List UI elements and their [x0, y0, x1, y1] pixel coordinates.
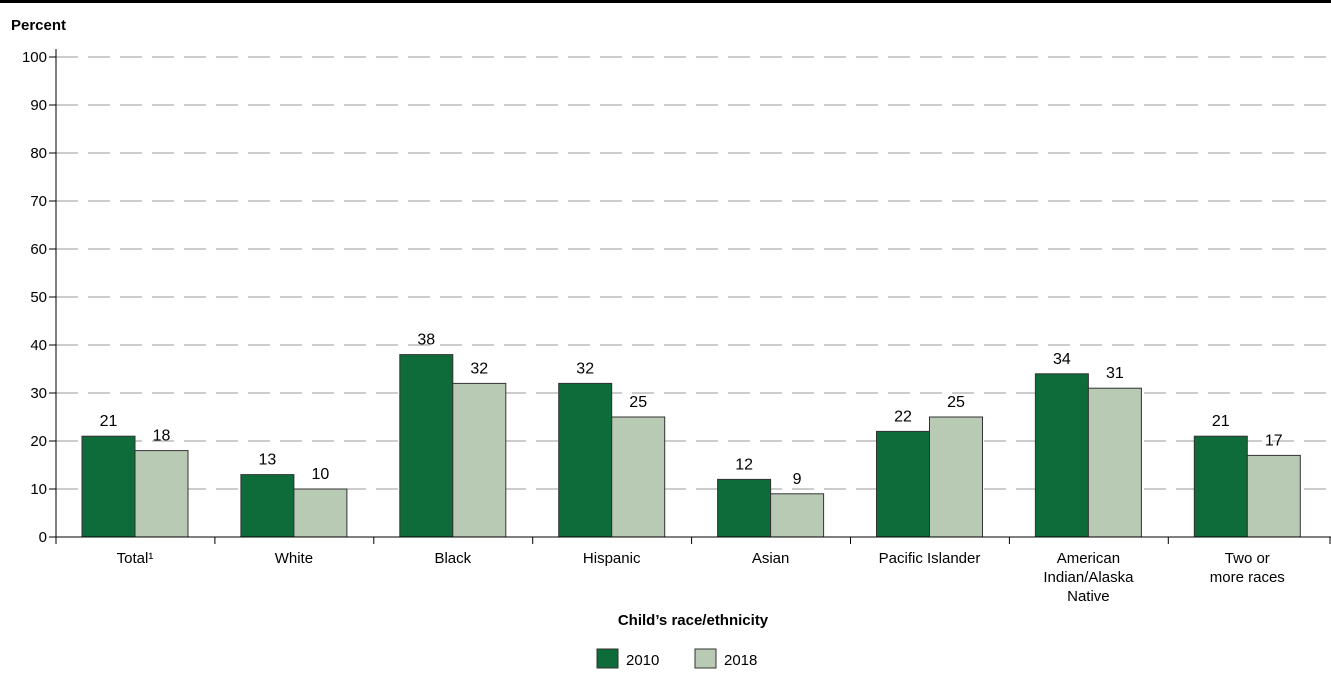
- bar-2010: [399, 354, 454, 538]
- bar-2018: [134, 450, 189, 538]
- y-tick-label: 70: [30, 193, 47, 210]
- x-axis-title: Child’s race/ethnicity: [618, 612, 769, 629]
- x-tick-label: Asian: [752, 550, 790, 567]
- data-label: 34: [1053, 351, 1071, 368]
- y-tick-label: 40: [30, 337, 47, 354]
- x-tick-label: Black: [434, 550, 471, 567]
- legend-swatch-2018: [694, 648, 717, 669]
- y-tick-label: 100: [22, 49, 47, 66]
- data-labels: 21 18 13 10 38 32 32 25 12 9 22 25 34 31 21 17: [100, 332, 1283, 488]
- y-tick-label: 50: [30, 289, 47, 306]
- x-tick-label: American: [1057, 550, 1120, 567]
- bar-2018: [770, 493, 825, 538]
- y-tick-label: 80: [30, 145, 47, 162]
- y-tick-label: 30: [30, 385, 47, 402]
- data-label: 12: [735, 456, 753, 473]
- y-axis-ticks: 0 10 20 30 40 50 60 70 80 90 100: [22, 49, 57, 546]
- bar-2018: [929, 416, 983, 538]
- legend-label: 2018: [724, 652, 757, 669]
- data-label: 32: [470, 360, 488, 377]
- y-tick-label: 90: [30, 97, 47, 114]
- data-label: 13: [259, 452, 277, 469]
- data-label: 22: [894, 408, 912, 425]
- bar-2018: [611, 416, 666, 538]
- x-tick-label: more races: [1210, 569, 1285, 586]
- bar-2010: [240, 474, 295, 538]
- bar-2018: [1087, 387, 1142, 538]
- y-axis-title: Percent: [11, 17, 66, 34]
- bar-2018: [293, 488, 348, 538]
- y-tick-label: 20: [30, 433, 47, 450]
- bar-2010: [876, 430, 930, 538]
- y-tick-label: 60: [30, 241, 47, 258]
- x-tick-label: Total¹: [117, 550, 154, 567]
- bar-2010: [1193, 435, 1248, 538]
- bar-2010: [558, 382, 613, 538]
- y-tick-label: 10: [30, 481, 47, 498]
- bar-2010: [1034, 373, 1089, 538]
- bar-2018: [452, 382, 507, 538]
- x-tick-label: Two or: [1225, 550, 1270, 567]
- bar-2010: [81, 435, 136, 538]
- legend-swatch-2010: [596, 648, 619, 669]
- data-label: 38: [417, 332, 435, 349]
- bar-2010: [717, 478, 772, 538]
- data-label: 17: [1265, 432, 1283, 449]
- x-axis: Total¹ White Black Hispanic Asian Pacific Isl…: [55, 536, 1331, 605]
- data-label: 25: [947, 394, 965, 411]
- data-label: 21: [100, 413, 118, 430]
- bars: [81, 354, 1301, 538]
- x-tick-label: Indian/Alaska: [1043, 569, 1134, 586]
- data-label: 32: [576, 360, 594, 377]
- bar-2018: [1246, 454, 1301, 538]
- y-tick-label: 0: [39, 529, 47, 546]
- data-label: 25: [629, 394, 647, 411]
- data-label: 21: [1212, 413, 1230, 430]
- legend-label: 2010: [626, 652, 659, 669]
- data-label: 18: [153, 428, 171, 445]
- x-tick-label: Pacific Islander: [879, 550, 981, 567]
- data-label: 10: [312, 466, 330, 483]
- data-label: 31: [1106, 365, 1124, 382]
- x-tick-label: Native: [1067, 588, 1110, 605]
- data-label: 9: [793, 471, 802, 488]
- legend: 2010 2018: [596, 648, 757, 669]
- x-tick-label: White: [275, 550, 313, 567]
- x-tick-label: Hispanic: [583, 550, 641, 567]
